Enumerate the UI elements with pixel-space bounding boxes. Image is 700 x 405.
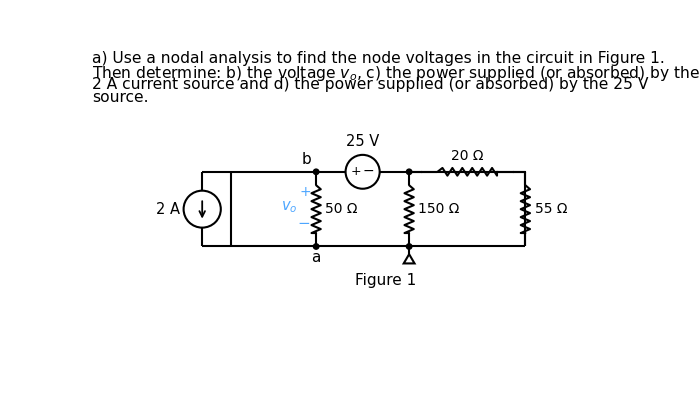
Text: a: a <box>312 250 321 265</box>
Text: 2 A: 2 A <box>155 202 180 217</box>
Text: 20 Ω: 20 Ω <box>451 149 484 162</box>
Text: 150 Ω: 150 Ω <box>419 202 460 216</box>
Text: 50 Ω: 50 Ω <box>326 202 358 216</box>
Text: 2 A current source and d) the power supplied (or absorbed) by the 25 V: 2 A current source and d) the power supp… <box>92 77 649 92</box>
Text: 55 Ω: 55 Ω <box>535 202 567 216</box>
Circle shape <box>407 244 412 249</box>
Text: +: + <box>351 164 362 177</box>
Text: Then determine: b) the voltage $v_o$, c) the power supplied (or absorbed) by the: Then determine: b) the voltage $v_o$, c)… <box>92 64 700 83</box>
Circle shape <box>407 169 412 175</box>
Circle shape <box>314 169 318 175</box>
Text: $v_o$: $v_o$ <box>281 200 298 215</box>
Text: source.: source. <box>92 90 148 105</box>
Text: −: − <box>362 164 374 178</box>
Text: a) Use a nodal analysis to find the node voltages in the circuit in Figure 1.: a) Use a nodal analysis to find the node… <box>92 51 665 66</box>
Text: +: + <box>300 185 311 199</box>
Text: −: − <box>298 215 310 230</box>
Text: b: b <box>302 152 312 167</box>
Text: 25 V: 25 V <box>346 134 379 149</box>
Text: Figure 1: Figure 1 <box>355 273 416 288</box>
Circle shape <box>314 244 318 249</box>
